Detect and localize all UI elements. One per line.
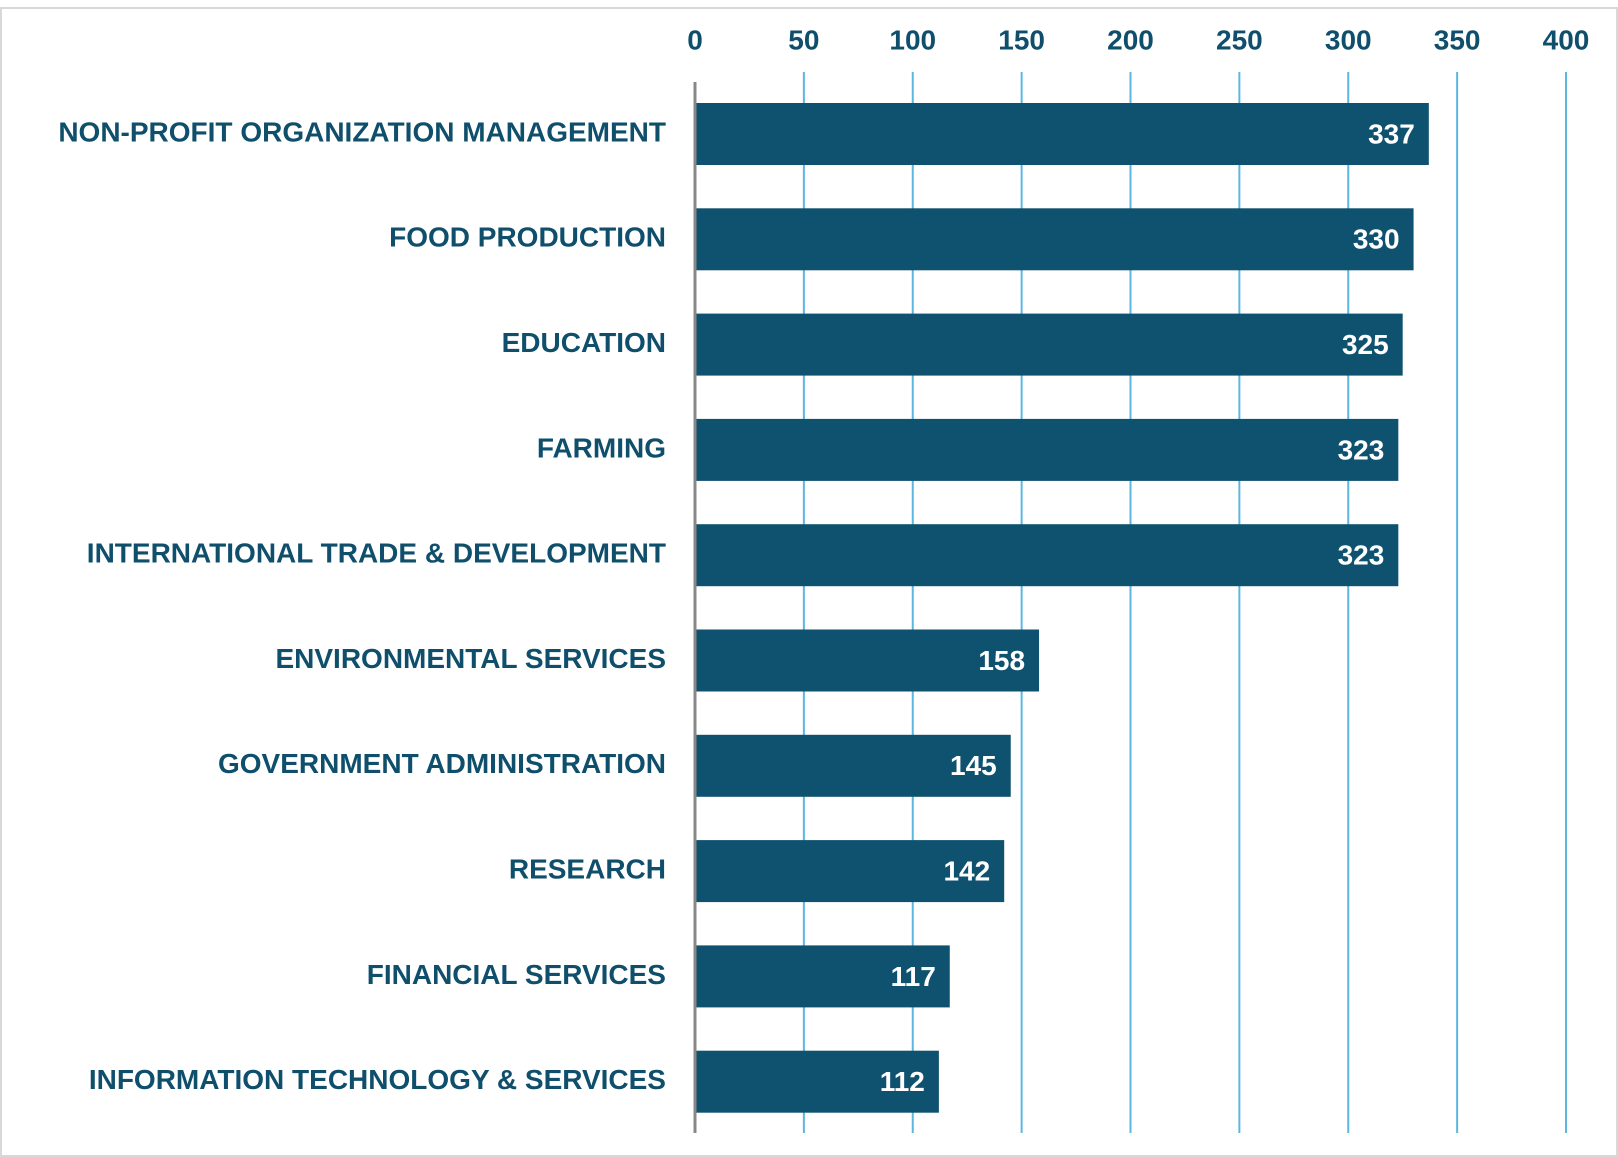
value-label: 337: [1368, 118, 1415, 149]
x-tick-label: 350: [1434, 24, 1481, 55]
category-label: FARMING: [537, 432, 666, 463]
value-label: 323: [1338, 434, 1385, 465]
value-label: 330: [1353, 224, 1400, 255]
category-label: NON-PROFIT ORGANIZATION MANAGEMENT: [58, 116, 666, 147]
value-label: 158: [978, 645, 1025, 676]
value-label: 323: [1338, 540, 1385, 571]
x-tick-label: 400: [1543, 24, 1590, 55]
x-tick-label: 200: [1107, 24, 1154, 55]
bar: [695, 418, 1399, 481]
x-tick-label: 0: [687, 24, 703, 55]
bar: [695, 208, 1414, 271]
value-label: 117: [891, 961, 936, 992]
x-tick-label: 150: [998, 24, 1045, 55]
bar: [695, 524, 1399, 587]
value-label: 142: [943, 855, 990, 886]
frame: [0, 7, 1618, 1157]
x-tick-label: 50: [788, 24, 819, 55]
value-label: 145: [950, 750, 997, 781]
category-label: INFORMATION TECHNOLOGY & SERVICES: [89, 1064, 666, 1095]
category-label: FINANCIAL SERVICES: [367, 959, 666, 990]
x-tick-label: 300: [1325, 24, 1372, 55]
bar: [695, 945, 950, 1008]
x-tick-label: 100: [889, 24, 936, 55]
bar: [695, 313, 1403, 376]
category-label: FOOD PRODUCTION: [389, 222, 666, 253]
bar: [695, 840, 1005, 903]
value-label: 112: [880, 1066, 925, 1097]
x-tick-label: 250: [1216, 24, 1263, 55]
category-label: EDUCATION: [502, 327, 666, 358]
bar: [695, 629, 1040, 692]
category-label: ENVIRONMENTAL SERVICES: [275, 643, 666, 674]
bar: [695, 103, 1429, 165]
bar: [695, 734, 1011, 797]
value-label: 325: [1342, 329, 1389, 360]
category-label: INTERNATIONAL TRADE & DEVELOPMENT: [87, 538, 666, 569]
category-label: GOVERNMENT ADMINISTRATION: [218, 748, 666, 779]
category-label: RESEARCH: [509, 853, 666, 884]
bar: [695, 1050, 939, 1113]
